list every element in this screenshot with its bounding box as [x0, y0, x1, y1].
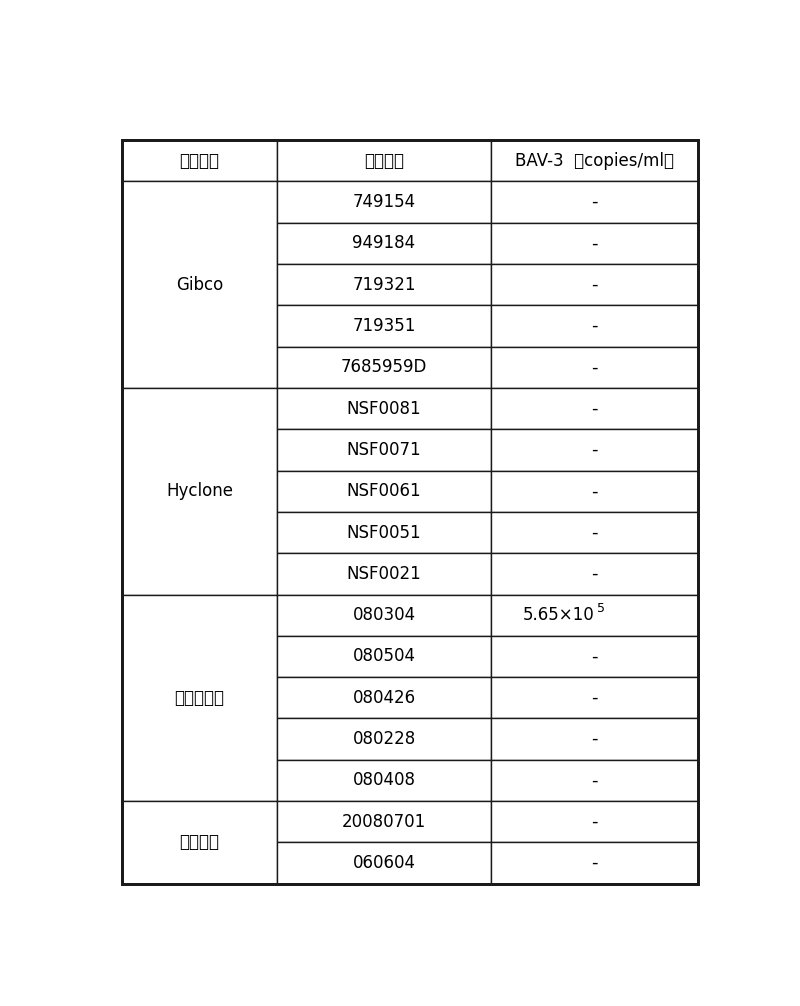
Bar	[278, 264, 490, 306]
Text: 公司名称: 公司名称	[179, 152, 219, 170]
Text: -: -	[591, 523, 598, 541]
Text: 080504: 080504	[353, 648, 415, 666]
Text: 武汉三利: 武汉三利	[179, 833, 219, 851]
Text: 719321: 719321	[352, 276, 416, 294]
Bar	[490, 347, 698, 388]
Bar	[278, 718, 490, 760]
Text: 080304: 080304	[353, 607, 416, 624]
Text: -: -	[591, 772, 598, 790]
Bar	[490, 222, 698, 264]
Bar	[278, 760, 490, 801]
Bar	[490, 718, 698, 760]
Bar	[490, 595, 698, 636]
Bar	[278, 801, 490, 842]
Bar	[278, 842, 490, 883]
Text: NSF0061: NSF0061	[346, 482, 422, 500]
Bar	[490, 677, 698, 718]
Bar	[490, 181, 698, 222]
Text: -: -	[591, 317, 598, 335]
Bar	[122, 595, 278, 801]
Text: 杭州四季青: 杭州四季青	[174, 689, 225, 707]
Text: BAV-3  （copies/ml）: BAV-3 （copies/ml）	[515, 152, 674, 170]
Text: NSF0081: NSF0081	[346, 399, 422, 417]
Text: -: -	[591, 689, 598, 707]
Bar	[490, 512, 698, 553]
Bar	[278, 306, 490, 347]
Text: -: -	[591, 648, 598, 666]
Text: 5: 5	[598, 602, 606, 615]
Bar	[122, 801, 278, 883]
Text: 血清批号: 血清批号	[364, 152, 404, 170]
Text: 5.65×10: 5.65×10	[522, 607, 594, 624]
Bar	[278, 553, 490, 595]
Bar	[278, 347, 490, 388]
Bar	[278, 181, 490, 222]
Text: -: -	[591, 234, 598, 253]
Text: -: -	[591, 813, 598, 831]
Bar	[278, 388, 490, 430]
Text: 749154: 749154	[353, 193, 416, 211]
Bar	[490, 553, 698, 595]
Text: Gibco: Gibco	[176, 276, 223, 294]
Text: 080426: 080426	[353, 689, 416, 707]
Bar	[490, 140, 698, 181]
Text: -: -	[591, 399, 598, 417]
Bar	[490, 636, 698, 677]
Bar	[278, 595, 490, 636]
Bar	[490, 430, 698, 471]
Bar	[490, 842, 698, 883]
Text: -: -	[591, 193, 598, 211]
Bar	[490, 388, 698, 430]
Text: -: -	[591, 358, 598, 376]
Bar	[490, 264, 698, 306]
Text: 949184: 949184	[353, 234, 416, 253]
Bar	[278, 512, 490, 553]
Text: Hyclone: Hyclone	[166, 482, 233, 500]
Bar	[278, 430, 490, 471]
Text: NSF0051: NSF0051	[346, 523, 422, 541]
Text: -: -	[591, 565, 598, 582]
Bar	[278, 471, 490, 512]
Bar	[490, 760, 698, 801]
Text: 7685959D: 7685959D	[341, 358, 427, 376]
Text: 080408: 080408	[353, 772, 415, 790]
Bar	[122, 388, 278, 595]
Bar	[490, 306, 698, 347]
Bar	[122, 140, 278, 181]
Bar	[490, 801, 698, 842]
Text: 080228: 080228	[353, 730, 416, 748]
Text: -: -	[591, 854, 598, 872]
Text: NSF0071: NSF0071	[346, 441, 422, 459]
Text: -: -	[591, 441, 598, 459]
Bar	[122, 181, 278, 388]
Text: -: -	[591, 482, 598, 500]
Text: 719351: 719351	[352, 317, 416, 335]
Bar	[278, 140, 490, 181]
Bar	[490, 471, 698, 512]
Bar	[278, 677, 490, 718]
Text: 060604: 060604	[353, 854, 415, 872]
Text: -: -	[591, 730, 598, 748]
Text: -: -	[591, 276, 598, 294]
Text: NSF0021: NSF0021	[346, 565, 422, 582]
Bar	[278, 222, 490, 264]
Text: 20080701: 20080701	[342, 813, 426, 831]
Bar	[278, 636, 490, 677]
